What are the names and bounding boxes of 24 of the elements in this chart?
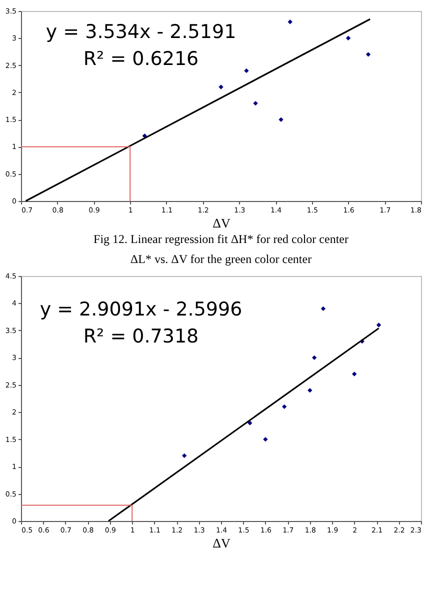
- point: [182, 453, 187, 458]
- annotation: R² = 0.7318: [83, 326, 199, 348]
- point: [253, 100, 258, 106]
- point: [244, 68, 249, 74]
- x-axis-title: ΔV: [212, 536, 231, 550]
- annotation: y = 2.9091x - 2.5996: [40, 298, 242, 321]
- point: [278, 117, 284, 122]
- point: [376, 322, 382, 328]
- point: [312, 355, 317, 360]
- point: [346, 36, 351, 40]
- annotation: R² = 0.6216: [83, 48, 199, 70]
- point: [142, 134, 147, 138]
- point: [320, 306, 326, 312]
- point: [282, 404, 287, 410]
- point: [263, 436, 268, 442]
- point: [352, 372, 357, 376]
- point: [308, 388, 312, 393]
- point: [218, 84, 224, 90]
- point: [288, 20, 292, 24]
- chart-title: ΔL* vs. ΔV for the green color center: [130, 252, 312, 266]
- caption: Fig 12. Linear regression fit ΔH* for red color center: [94, 232, 348, 246]
- annotation: y = 3.534x - 2.5191: [46, 21, 236, 44]
- x-axis-title: ΔV: [212, 216, 231, 230]
- point: [366, 52, 371, 57]
